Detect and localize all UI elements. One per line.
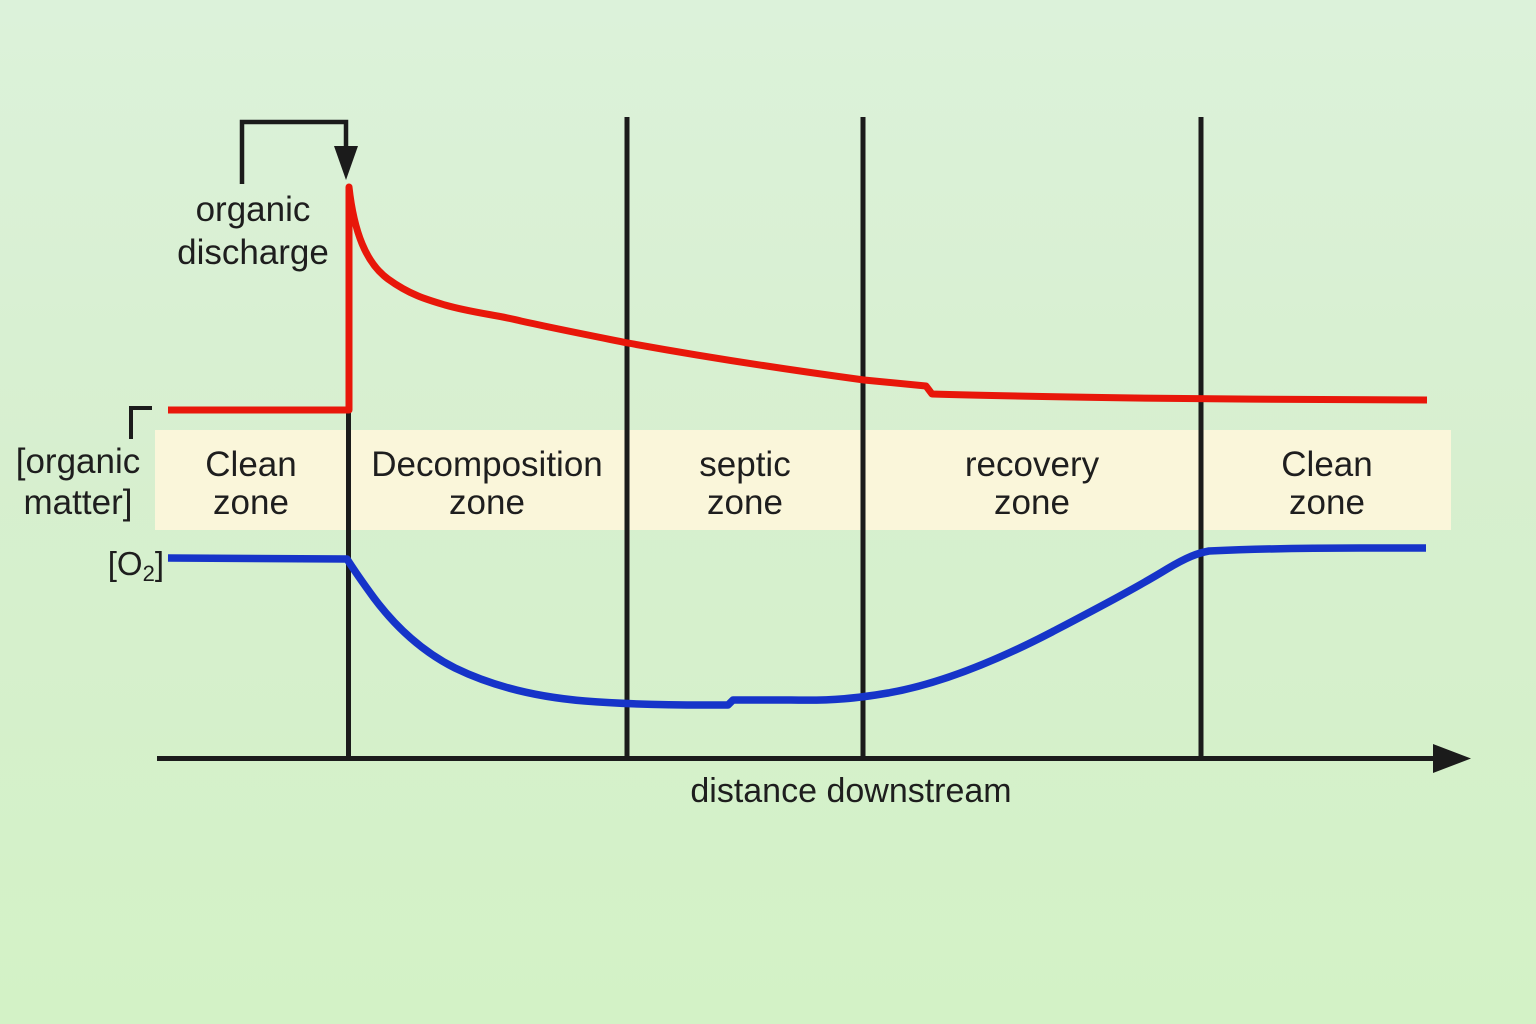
zone-line1: septic: [699, 445, 791, 484]
organic-matter-line1: [organic: [15, 442, 141, 481]
zone-line1: Clean: [205, 445, 297, 484]
zone-label-decomposition: Decomposition zone: [357, 446, 617, 522]
zone-band: [155, 430, 1451, 530]
oxygen-curve: [167, 544, 1426, 709]
o2-pre: [O: [107, 545, 143, 582]
zone-line2: zone: [449, 483, 525, 522]
x-axis-label: distance downstream: [690, 772, 1012, 810]
zone-line2: zone: [994, 483, 1070, 522]
organic-discharge-line2: discharge: [177, 233, 329, 272]
organic-discharge-line1: organic: [195, 190, 311, 229]
zone-line2: zone: [213, 483, 289, 522]
zone-label-clean-downstream: Clean zone: [1197, 446, 1457, 522]
zone-line1: Decomposition: [371, 445, 603, 484]
zone-line2: zone: [707, 483, 783, 522]
organic-discharge-label: organic discharge: [153, 188, 353, 274]
zone-line1: Clean: [1281, 445, 1373, 484]
zone-label-recovery: recovery zone: [902, 446, 1162, 522]
organic-matter-bracket: [129, 406, 152, 439]
o2-sub: 2: [142, 561, 155, 586]
discharge-arrow: [239, 119, 349, 184]
zone-label-septic: septic zone: [615, 446, 875, 522]
organic-matter-axis-label: [organic matter]: [0, 441, 156, 523]
zone-line1: recovery: [964, 445, 1100, 484]
organic-matter-line2: matter]: [23, 483, 133, 522]
zone-line2: zone: [1289, 483, 1365, 522]
discharge-arrowhead-icon: [334, 146, 358, 180]
o2-post: ]: [154, 545, 164, 582]
axis-arrowhead-icon: [1433, 744, 1471, 773]
zone-label-clean-upstream: Clean zone: [121, 446, 381, 522]
oxygen-axis-label: [O2]: [88, 545, 164, 587]
organic-matter-curve: [168, 183, 1428, 414]
